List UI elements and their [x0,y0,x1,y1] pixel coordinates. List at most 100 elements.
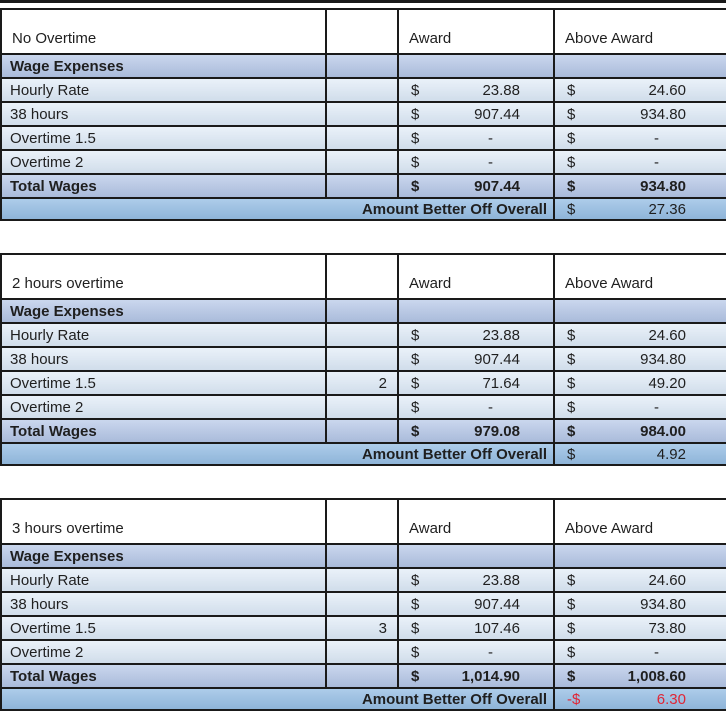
money-value: 27.36 [648,200,686,218]
money-value: 934.80 [640,105,686,123]
empty-cell [397,53,555,79]
data-row: Hourly Rate $23.88 $24.60 [0,77,726,103]
qty-cell [325,567,399,593]
money-value: 1,014.90 [461,667,520,685]
table-title: 3 hours overtime [0,498,327,545]
money-value: - [654,398,659,416]
row-label: Hourly Rate [0,322,327,348]
wage-table-no-overtime: No Overtime Award Above Award Wage Expen… [0,8,726,221]
money-value: 24.60 [648,571,686,589]
qty-cell [325,663,399,689]
currency-symbol: $ [411,326,420,344]
empty-cell [325,53,399,79]
total-label: Total Wages [0,663,327,689]
qty-cell [325,639,399,665]
empty-cell [325,543,399,569]
data-row: 38 hours $907.44 $934.80 [0,101,726,127]
currency-symbol: $ [411,105,420,123]
header-row: 2 hours overtime Award Above Award [0,253,726,300]
currency-symbol: $ [567,326,576,344]
data-row: Overtime 1.5 $ - $ - [0,125,726,151]
qty-cell [325,101,399,127]
qty-cell [325,322,399,348]
money-value: 934.80 [640,595,686,613]
money-value: 23.88 [482,81,520,99]
above-award-column-header: Above Award [553,8,726,55]
above-award-total-cell: $1,008.60 [553,663,726,689]
currency-symbol: $ [567,350,576,368]
footer-label: Amount Better Off Overall [0,442,555,466]
qty-cell [325,418,399,444]
currency-symbol: $ [567,398,576,416]
currency-symbol: $ [567,129,576,147]
money-value: 71.64 [482,374,520,392]
above-award-total-cell: $934.80 [553,173,726,199]
currency-symbol: $ [567,445,576,463]
top-border-line [0,0,726,3]
award-cell: $107.46 [397,615,555,641]
row-label: 38 hours [0,101,327,127]
currency-symbol: $ [411,595,420,613]
section-label: Wage Expenses [0,53,327,79]
award-column-header: Award [397,253,555,300]
money-value: 934.80 [640,350,686,368]
money-value: 23.88 [482,571,520,589]
above-award-cell: $ - [553,639,726,665]
above-award-cell: $24.60 [553,77,726,103]
currency-symbol: $ [411,398,420,416]
qty-cell [325,173,399,199]
footer-value-cell: $4.92 [553,442,726,466]
empty-cell [553,298,726,324]
qty-header-cell [325,498,399,545]
table-title: No Overtime [0,8,327,55]
currency-symbol: $ [411,422,420,440]
qty-header-cell [325,8,399,55]
currency-symbol: $ [567,667,576,685]
empty-cell [397,543,555,569]
section-row: Wage Expenses [0,543,726,569]
above-award-cell: $24.60 [553,567,726,593]
empty-cell [325,298,399,324]
award-total-cell: $979.08 [397,418,555,444]
currency-symbol: $ [411,129,420,147]
row-label: Hourly Rate [0,77,327,103]
above-award-column-header: Above Award [553,253,726,300]
row-label: Overtime 1.5 [0,125,327,151]
money-value: 6.30 [656,690,686,708]
currency-symbol: $ [411,81,420,99]
currency-symbol: $ [567,81,576,99]
section-label: Wage Expenses [0,298,327,324]
money-value: - [654,153,659,171]
currency-symbol: $ [411,643,420,661]
row-label: Overtime 2 [0,149,327,175]
currency-symbol: $ [567,595,576,613]
data-row: Hourly Rate $23.88 $24.60 [0,567,726,593]
above-award-cell: $934.80 [553,591,726,617]
row-label: Hourly Rate [0,567,327,593]
data-row: 38 hours $907.44 $934.80 [0,591,726,617]
money-value: - [488,398,493,416]
data-row: 38 hours $907.44 $934.80 [0,346,726,372]
money-value: 984.00 [640,422,686,440]
currency-symbol: $ [567,422,576,440]
money-value: 979.08 [474,422,520,440]
money-value: - [654,643,659,661]
qty-header-cell [325,253,399,300]
above-award-column-header: Above Award [553,498,726,545]
currency-symbol: $ [567,105,576,123]
award-cell: $ - [397,125,555,151]
currency-symbol: $ [411,374,420,392]
above-award-cell: $ - [553,125,726,151]
section-row: Wage Expenses [0,53,726,79]
qty-cell [325,77,399,103]
award-cell: $907.44 [397,591,555,617]
total-label: Total Wages [0,418,327,444]
qty-cell [325,394,399,420]
footer-row: Amount Better Off Overall -$ 6.30 [0,687,726,711]
above-award-cell: $934.80 [553,101,726,127]
table-gap [0,466,726,498]
currency-symbol: $ [567,374,576,392]
money-value: 907.44 [474,350,520,368]
qty-cell [325,346,399,372]
